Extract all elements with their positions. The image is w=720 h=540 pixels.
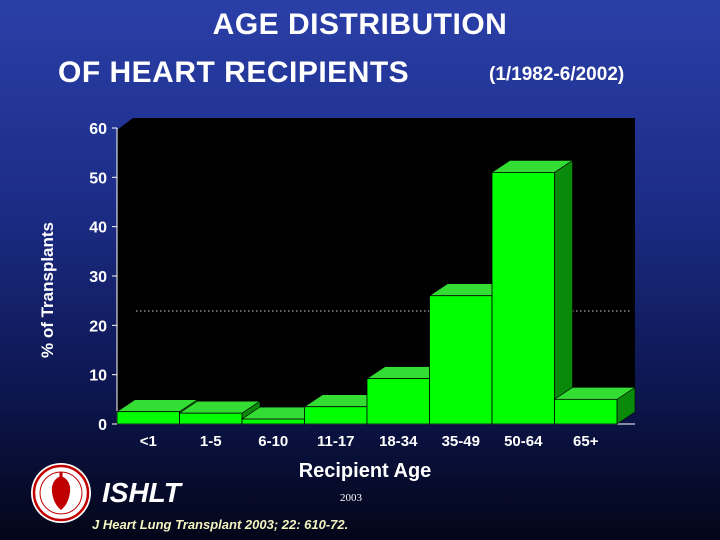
bar <box>429 295 493 425</box>
publication-year: 2003 <box>340 492 362 504</box>
x-tick-label: 6-10 <box>258 433 288 450</box>
y-tick-label: 20 <box>89 318 107 335</box>
bar <box>366 378 430 425</box>
chart-title-line2: OF HEART RECIPIENTS <box>58 56 410 89</box>
x-tick-label: 18-34 <box>379 433 418 450</box>
y-tick-label: 40 <box>89 220 107 237</box>
x-tick-label: 65+ <box>573 433 599 450</box>
ishlt-logo <box>31 463 91 523</box>
bar <box>554 398 618 425</box>
x-axis-label: Recipient Age <box>298 460 432 482</box>
y-axis-label: % of Transplants <box>38 221 57 359</box>
y-tick-label: 60 <box>89 121 107 138</box>
plot-back-wall <box>117 118 133 424</box>
y-tick-label: 0 <box>98 417 107 434</box>
bar <box>116 411 180 425</box>
bar <box>179 412 243 425</box>
x-tick-label: <1 <box>140 433 157 450</box>
bar <box>304 406 368 425</box>
bar <box>491 171 555 425</box>
chart-period: (1/1982-6/2002) <box>489 64 625 85</box>
citation: J Heart Lung Transplant 2003; 22: 610-72… <box>92 517 349 532</box>
bar-side <box>554 159 573 425</box>
y-tick-label: 30 <box>89 269 107 286</box>
y-tick-label: 50 <box>89 170 107 187</box>
x-tick-label: 1-5 <box>200 433 222 450</box>
organization-name: ISHLT <box>102 477 181 508</box>
y-tick-label: 10 <box>89 368 107 385</box>
chart-title-line1: AGE DISTRIBUTION <box>212 8 508 41</box>
x-tick-label: 50-64 <box>504 433 543 450</box>
x-tick-label: 35-49 <box>442 433 480 450</box>
bar <box>241 418 305 425</box>
x-tick-label: 11-17 <box>317 433 355 450</box>
